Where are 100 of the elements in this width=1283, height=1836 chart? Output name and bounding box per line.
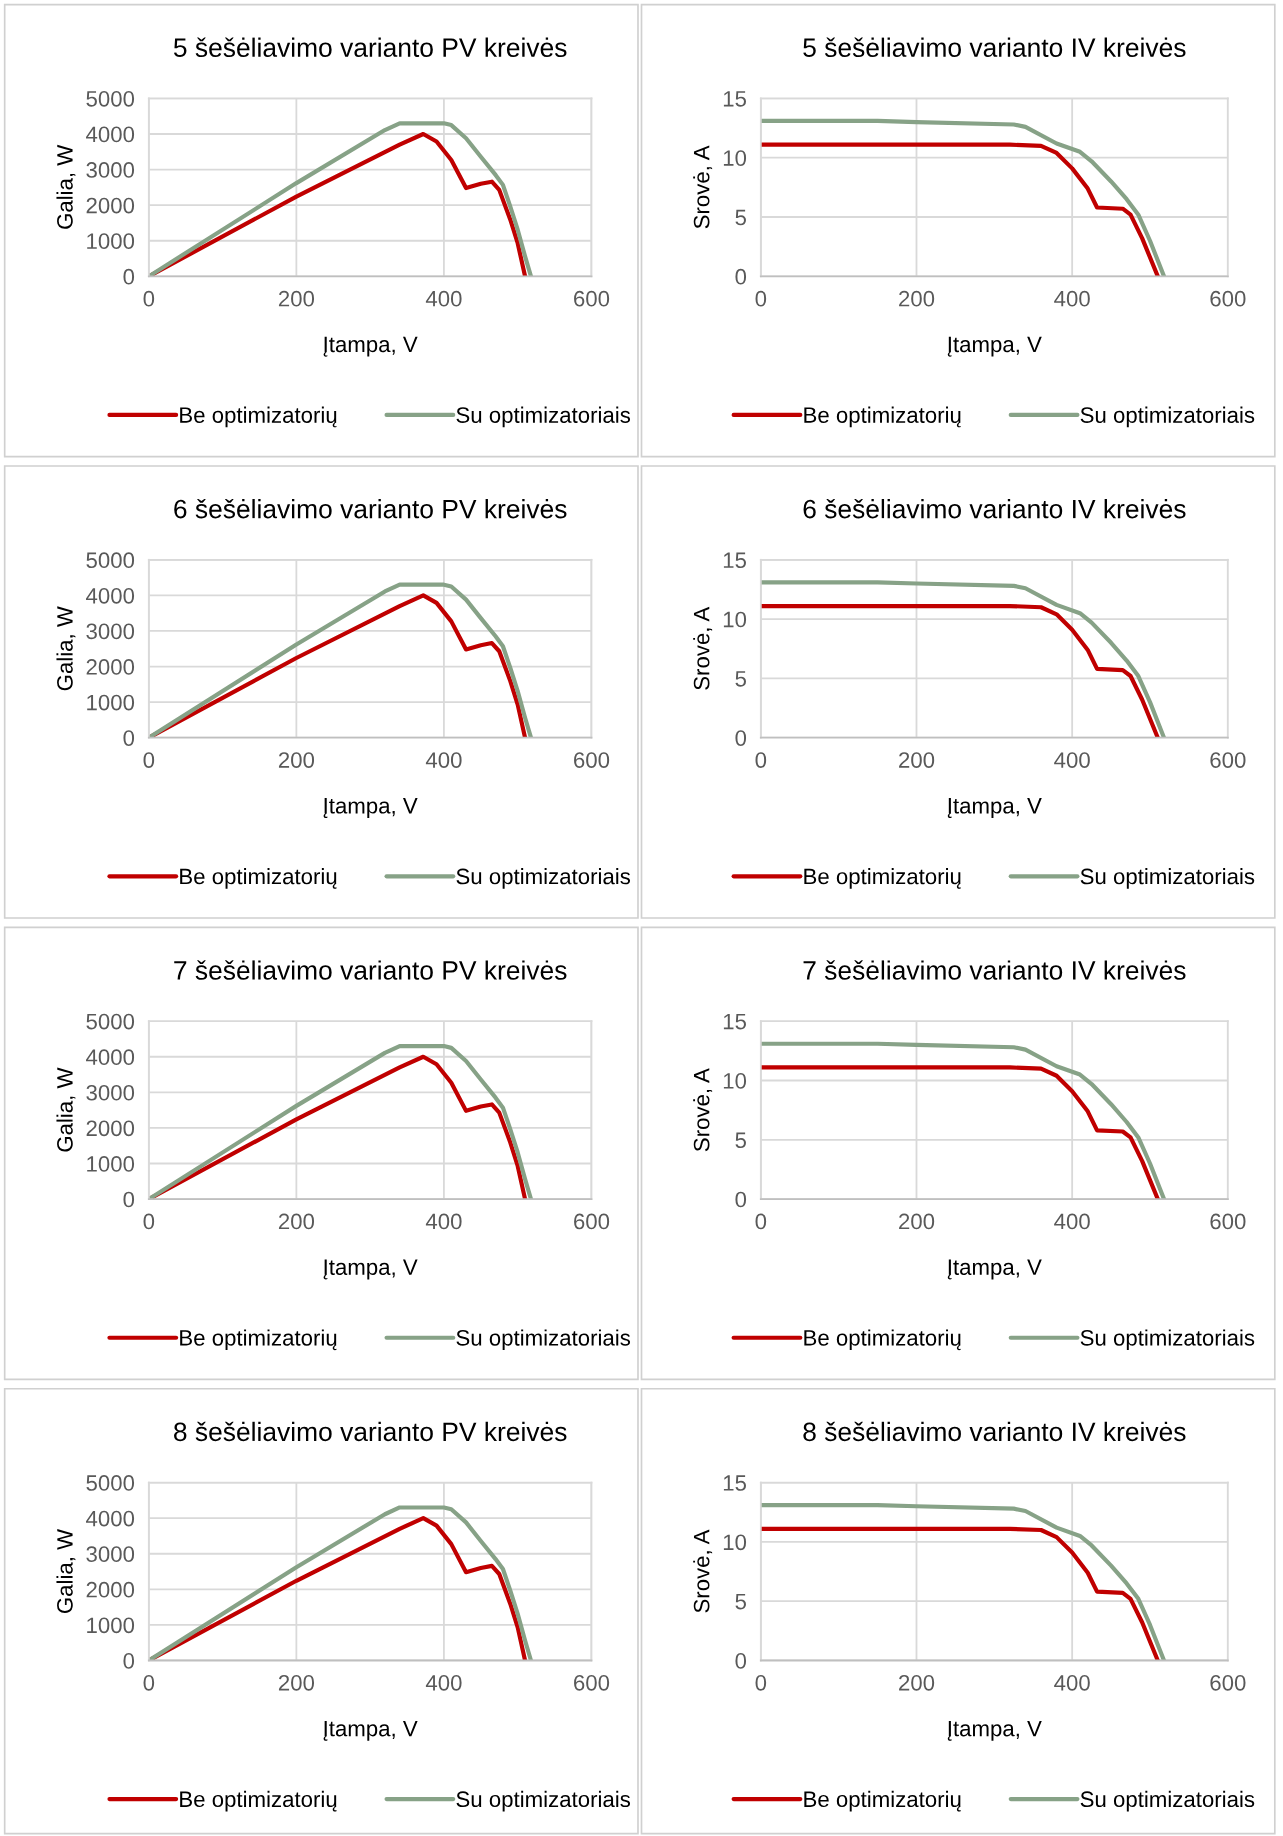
x-tick-label: 200 (899, 290, 935, 307)
x-tick-label: 400 (1054, 290, 1090, 307)
line-series (760, 603, 1160, 738)
y-tick-label: 5 (735, 1593, 746, 1610)
y-tick-label: 5 (735, 671, 746, 687)
legend-label: Be optimizatorių (180, 406, 337, 428)
y-tick-label: 10 (723, 150, 747, 166)
y-tick-label: 3000 (86, 162, 135, 178)
x-tick-label: 200 (899, 1213, 935, 1230)
y-tick-label: 0 (123, 268, 135, 285)
chart-title: 8 šešėliavimo varianto IV kreivės (803, 1421, 1186, 1442)
y-tick-label: 10 (723, 611, 747, 628)
legend-label: Su optimizatoriais (1080, 1329, 1255, 1351)
x-tick-label: 0 (755, 1674, 767, 1691)
y-tick-label: 15 (723, 1475, 746, 1491)
legend-label: Be optimizatorių (804, 1790, 961, 1812)
x-axis-title: Įtampa, V (323, 798, 418, 819)
line-series (760, 142, 1160, 277)
y-tick-label: 1000 (87, 1617, 135, 1634)
x-tick-label: 200 (278, 290, 315, 307)
y-tick-label: 10 (723, 1534, 747, 1551)
y-tick-label: 5000 (86, 90, 135, 107)
y-tick-label: 2000 (86, 197, 135, 214)
x-tick-label: 600 (1210, 290, 1246, 307)
y-tick-label: 10 (723, 1073, 747, 1089)
y-tick-label: 1000 (87, 1156, 135, 1172)
legend-label: Be optimizatorių (804, 868, 961, 889)
y-tick-label: 0 (123, 1191, 135, 1208)
chart-title: 6 šešėliavimo varianto IV kreivės (803, 498, 1186, 519)
x-tick-label: 600 (574, 1674, 610, 1691)
y-tick-label: 4000 (86, 1510, 135, 1527)
y-tick-label: 0 (735, 1653, 747, 1669)
y-tick-label: 4000 (86, 587, 135, 604)
x-axis-title: Įtampa, V (947, 1720, 1042, 1741)
y-tick-label: 4000 (86, 126, 135, 143)
x-axis-title: Įtampa, V (947, 336, 1042, 357)
legend-label: Su optimizatoriais (456, 1329, 631, 1351)
y-tick-label: 1000 (87, 694, 135, 711)
x-tick-label: 400 (425, 1674, 462, 1691)
chart-title: 5 šešėliavimo varianto IV kreivės (803, 37, 1186, 57)
x-tick-label: 200 (278, 752, 315, 768)
y-tick-label: 0 (735, 730, 747, 746)
x-axis-title: Įtampa, V (323, 336, 418, 357)
y-axis-title: Srovė, A (693, 1068, 713, 1152)
line-series (760, 118, 1167, 277)
legend-label: Su optimizatoriais (1080, 868, 1255, 889)
legend-label: Be optimizatorių (804, 406, 961, 428)
legend-label: Su optimizatoriais (456, 868, 631, 889)
y-tick-label: 4000 (86, 1049, 135, 1066)
x-axis-title: Įtampa, V (323, 1720, 418, 1741)
y-axis-title: Galia, W (56, 1067, 76, 1152)
line-series (760, 1065, 1160, 1200)
y-tick-label: 0 (735, 268, 747, 285)
x-tick-label: 0 (755, 752, 767, 768)
y-tick-label: 5000 (86, 1013, 135, 1030)
chart-title: 6 šešėliavimo varianto PV kreivės (174, 498, 567, 519)
legend-label: Be optimizatorių (180, 1329, 337, 1351)
x-tick-label: 400 (1054, 752, 1090, 768)
x-tick-label: 200 (899, 752, 935, 768)
y-tick-label: 15 (723, 1013, 746, 1030)
x-tick-label: 0 (143, 1674, 155, 1691)
y-axis-title: Galia, W (56, 606, 76, 691)
legend-label: Be optimizatorių (180, 868, 337, 889)
y-axis-title: Galia, W (56, 144, 76, 229)
legend-label: Su optimizatoriais (456, 406, 631, 428)
x-tick-label: 600 (1210, 1674, 1246, 1691)
x-tick-label: 600 (574, 1213, 610, 1230)
x-tick-label: 200 (278, 1213, 315, 1230)
line-series (760, 1526, 1160, 1661)
x-tick-label: 0 (143, 752, 155, 768)
x-tick-label: 400 (425, 752, 462, 768)
legend-label: Su optimizatoriais (1080, 1790, 1255, 1812)
x-tick-label: 0 (755, 290, 767, 307)
y-tick-label: 2000 (86, 659, 135, 675)
y-tick-label: 5000 (86, 552, 135, 569)
chart-title: 8 šešėliavimo varianto PV kreivės (174, 1421, 567, 1442)
y-axis-title: Galia, W (56, 1529, 76, 1614)
x-axis-title: Įtampa, V (947, 798, 1042, 819)
y-tick-label: 3000 (86, 1084, 135, 1101)
y-tick-label: 0 (123, 730, 135, 746)
y-axis-title: Srovė, A (693, 606, 713, 690)
x-axis-title: Įtampa, V (323, 1259, 418, 1280)
chart-title: 5 šešėliavimo varianto PV kreivės (173, 37, 567, 57)
y-tick-label: 1000 (87, 233, 135, 250)
y-tick-label: 2000 (86, 1120, 135, 1137)
x-tick-label: 400 (425, 290, 462, 307)
y-tick-label: 5 (735, 209, 746, 226)
y-axis-title: Srovė, A (693, 145, 713, 229)
y-tick-label: 0 (735, 1191, 747, 1208)
y-tick-label: 15 (723, 552, 746, 569)
y-tick-label: 3000 (86, 623, 135, 640)
x-tick-label: 600 (574, 752, 610, 768)
x-tick-label: 400 (1054, 1674, 1090, 1691)
line-series (760, 580, 1167, 738)
x-tick-label: 200 (278, 1674, 315, 1691)
y-tick-label: 2000 (86, 1581, 135, 1598)
legend-label: Be optimizatorių (180, 1790, 337, 1812)
x-tick-label: 400 (425, 1213, 462, 1230)
x-tick-label: 600 (1210, 752, 1246, 768)
y-axis-title: Srovė, A (693, 1529, 713, 1613)
